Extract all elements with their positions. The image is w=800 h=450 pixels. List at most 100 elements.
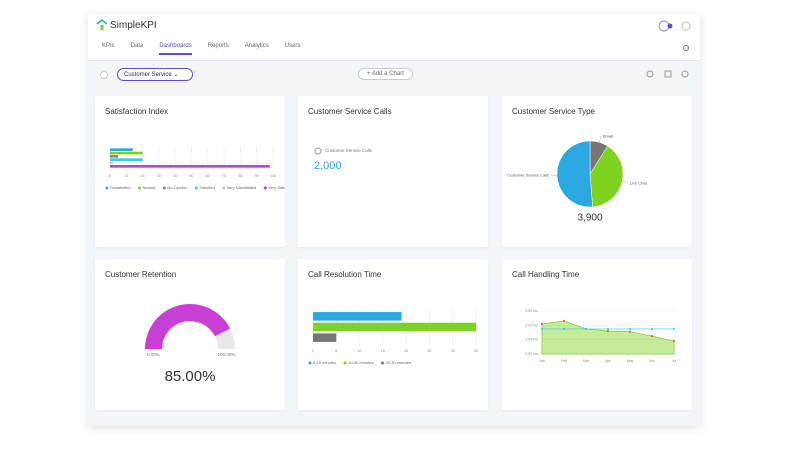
metric-value: 2,000 — [314, 160, 342, 172]
bar — [110, 161, 114, 165]
point — [562, 327, 566, 331]
point — [650, 327, 654, 331]
x-tick-label: Mar — [583, 359, 590, 363]
gauge-value: 85.00% — [165, 368, 216, 385]
widget[interactable]: Customer Service Type Email Live Chat Custo… — [502, 96, 692, 247]
badge — [667, 23, 673, 29]
legend-swatch — [343, 361, 347, 365]
legend-label: Dissatisfied — [110, 185, 130, 190]
point — [650, 334, 654, 338]
nav: KPIs Data Dashboards Reports Analytics Users — [102, 43, 300, 55]
x-tick-label: 0 — [109, 174, 111, 178]
save[interactable] — [664, 70, 672, 78]
bar — [110, 155, 119, 158]
slice-label: Customer Service Calls — [507, 173, 549, 178]
widget[interactable]: Call Handling Time 0.00 hrs 1.00 hrs 2.00 h… — [502, 259, 692, 410]
x-tick-label: Apr — [605, 359, 611, 363]
dashboard-select[interactable]: Customer Service ⌄ — [117, 68, 194, 81]
point — [672, 327, 676, 331]
gauge-tick-label: 0.00% — [147, 352, 160, 357]
bar — [313, 322, 476, 332]
widget-title: Call Resolution Time — [308, 270, 382, 279]
metric-icon — [314, 147, 322, 155]
area — [541, 320, 675, 355]
widget-title: Customer Service Calls — [308, 107, 392, 116]
widget-body: Call Handling Time 0.00 hrs 1.00 hrs 2.00 h… — [512, 270, 677, 363]
point — [562, 319, 566, 323]
widget-title: Satisfaction Index — [105, 107, 168, 116]
widget[interactable]: Satisfaction Index 0 10 20 30 40 50 60 70 80 90 100… — [95, 96, 285, 247]
bar — [110, 148, 133, 151]
x-tick-label: 30 — [451, 349, 455, 353]
legend-swatch — [105, 186, 109, 190]
nav-item[interactable]: Dashboards — [159, 43, 192, 55]
x-tick-label: 60 — [206, 174, 210, 178]
dashboard-name: Customer Service — [124, 72, 172, 78]
widget[interactable]: Customer Service Calls Customer Service C… — [298, 96, 488, 247]
filter[interactable] — [646, 70, 654, 78]
brand: SimpleKPI — [110, 20, 157, 31]
point — [672, 340, 676, 343]
x-tick-label: 0 — [312, 349, 314, 353]
legend-swatch — [308, 361, 312, 365]
widget-body: Customer Service Calls Customer Service C… — [308, 107, 392, 172]
legend-swatch — [263, 186, 267, 190]
point — [606, 327, 610, 331]
legend-label: No Opinion — [167, 185, 187, 190]
point — [584, 327, 588, 331]
x-tick-label: 40 — [173, 174, 177, 178]
x-tick-label: 5 — [335, 349, 337, 353]
point — [540, 322, 544, 325]
x-tick-label: Jul — [672, 359, 677, 363]
pie-slice — [589, 145, 624, 208]
bar — [110, 158, 143, 161]
header: SimpleKPI KPIs Data Dashboards Reports Analy… — [88, 14, 700, 61]
add-chart-button[interactable]: + Add a Chart — [358, 68, 413, 80]
legend-swatch — [137, 186, 141, 190]
menu[interactable]: ⋮ — [192, 71, 198, 77]
app: SimpleKPI KPIs Data Dashboards Reports Analy… — [88, 14, 700, 426]
header-icons — [658, 20, 691, 51]
settings[interactable] — [683, 45, 689, 51]
y-tick-label: 1.00 hrs — [525, 338, 538, 342]
logo — [96, 19, 108, 30]
legend-swatch — [162, 186, 166, 190]
nav-item[interactable]: Reports — [207, 43, 229, 49]
x-tick-label: Jan — [539, 359, 545, 363]
legend-label: Neutral — [142, 185, 155, 190]
x-tick-label: May — [627, 359, 634, 363]
back-button[interactable] — [100, 71, 108, 79]
nav-item[interactable]: Analytics — [244, 43, 269, 49]
leader-line — [621, 181, 628, 184]
x-tick-label: Jun — [649, 359, 655, 363]
x-tick-label: 70 — [222, 174, 226, 178]
x-tick-label: 20 — [141, 174, 145, 178]
bar — [110, 165, 270, 168]
widget-title: Customer Service Type — [512, 107, 596, 116]
point — [628, 330, 632, 333]
nav-item[interactable]: Data — [130, 43, 144, 49]
x-tick-label: 10 — [358, 349, 362, 353]
slice-label: Live Chat — [630, 180, 648, 185]
legend-label: Satisfied — [199, 185, 214, 190]
widget[interactable]: Call Resolution Time 0 5 10 15 20 25 30 35 0-10 m… — [298, 259, 488, 410]
x-tick-label: 25 — [427, 349, 431, 353]
bar — [313, 333, 337, 342]
legend-label: 10-20 minutes — [348, 360, 373, 365]
bar — [313, 312, 402, 321]
nav-item[interactable]: Users — [284, 43, 301, 49]
widget-body: Call Resolution Time 0 5 10 15 20 25 30 35 0-10 m… — [308, 270, 478, 365]
zoom[interactable] — [681, 70, 689, 78]
gauge-fill — [145, 304, 231, 349]
toolbar-icons — [646, 70, 689, 78]
widget[interactable]: Customer Retention 0.00% 100.00% 85.00% — [95, 259, 285, 410]
nav-item[interactable]: KPIs — [102, 43, 115, 49]
legend-label: 20-30 minutes — [385, 360, 410, 365]
x-tick-label: 35 — [474, 349, 478, 353]
x-tick-label: 15 — [381, 349, 385, 353]
y-tick-label: 3.00 hrs — [525, 309, 538, 313]
x-tick-label: 80 — [238, 174, 242, 178]
help[interactable] — [681, 21, 691, 31]
bar — [110, 151, 143, 155]
